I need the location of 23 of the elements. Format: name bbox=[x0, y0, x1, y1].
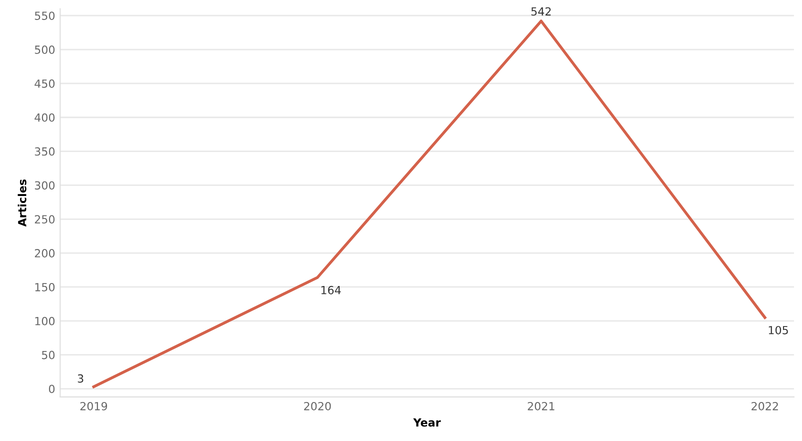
y-tick-label: 350 bbox=[34, 147, 55, 156]
data-label: 105 bbox=[768, 326, 788, 334]
data-label: 164 bbox=[321, 286, 341, 294]
x-tick-label: 2019 bbox=[80, 402, 108, 410]
y-tick-label: 50 bbox=[42, 350, 55, 360]
x-tick-label: 2022 bbox=[752, 402, 778, 410]
y-axis-title: Articles bbox=[18, 180, 26, 227]
y-tick-label: 200 bbox=[34, 249, 55, 258]
y-tick-label: 500 bbox=[34, 46, 55, 54]
data-label: 3 bbox=[78, 374, 84, 383]
y-tick-label: 400 bbox=[34, 113, 55, 122]
x-tick-label: 2021 bbox=[528, 402, 554, 410]
data-label: 542 bbox=[531, 7, 551, 16]
line-series bbox=[92, 20, 766, 388]
y-tick-label: 550 bbox=[34, 12, 55, 20]
y-tick-label: 300 bbox=[34, 181, 55, 190]
x-tick-label: 2020 bbox=[304, 402, 331, 410]
y-tick-label: 100 bbox=[35, 316, 55, 326]
x-axis-title: Year bbox=[413, 418, 441, 427]
y-tick-label: 250 bbox=[34, 215, 55, 224]
y-tick-label: 150 bbox=[35, 282, 55, 292]
y-tick-label: 0 bbox=[48, 384, 55, 394]
y-tick-label: 450 bbox=[34, 79, 55, 88]
